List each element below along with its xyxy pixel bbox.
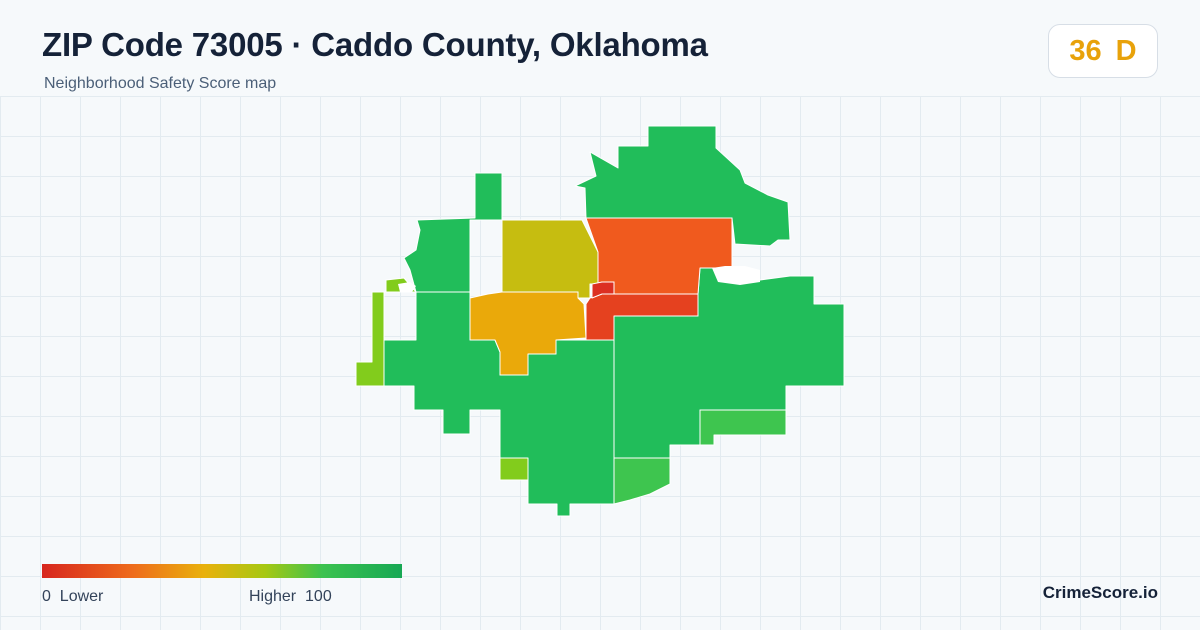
- map-region-central[interactable]: [469, 291, 587, 376]
- map-region-core[interactable]: [591, 281, 615, 299]
- page-title: ZIP Code 73005 · Caddo County, Oklahoma: [42, 26, 708, 63]
- map-region-northeast[interactable]: [574, 125, 791, 247]
- page-subtitle: Neighborhood Safety Score map: [44, 75, 277, 92]
- legend-max-label: Higher 100: [249, 588, 332, 605]
- map-region-north-central[interactable]: [501, 219, 599, 299]
- map-region-northwest[interactable]: [403, 172, 503, 293]
- map-header: ZIP Code 73005 · Caddo County, Oklahoma …: [0, 0, 1200, 96]
- map-region-south[interactable]: [613, 457, 671, 505]
- safety-score-badge: 36 D: [1048, 24, 1158, 78]
- legend-min-label: 0 Lower: [42, 588, 104, 605]
- map-region-southwest-small[interactable]: [499, 457, 529, 481]
- map-region-southeast[interactable]: [699, 409, 787, 446]
- legend-color-scale: [42, 564, 402, 578]
- lake-east: [712, 266, 760, 285]
- safety-score-grade: D: [1115, 34, 1137, 67]
- lake-northwest: [398, 282, 416, 292]
- brand-logo-text[interactable]: CrimeScore.io: [1042, 583, 1158, 602]
- safety-score-value: 36: [1069, 34, 1102, 67]
